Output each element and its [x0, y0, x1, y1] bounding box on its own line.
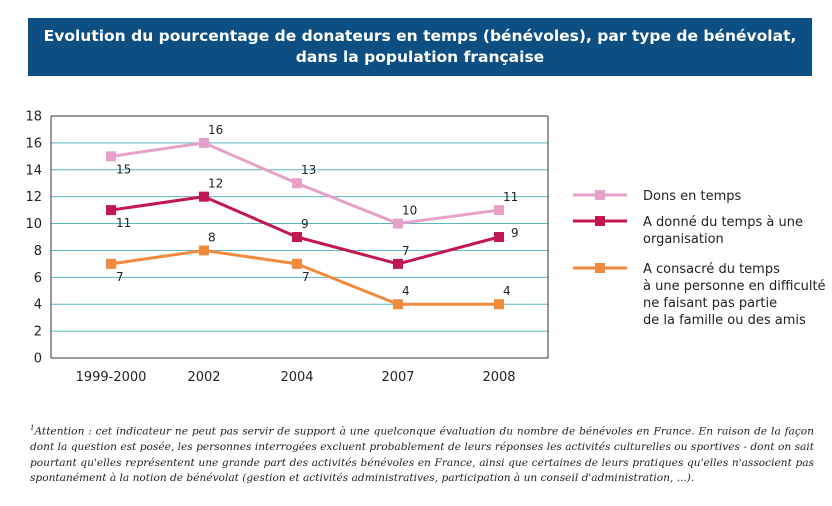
- x-tick-label: 2002: [187, 370, 220, 385]
- legend-label: A consacré du temps: [643, 262, 780, 277]
- data-label: 7: [116, 270, 124, 284]
- data-label: 10: [402, 204, 417, 218]
- data-point: [106, 205, 116, 216]
- data-point: [106, 258, 116, 269]
- data-point: [393, 258, 403, 269]
- y-tick-label: 12: [25, 190, 42, 205]
- x-tick-label: 2008: [482, 370, 515, 385]
- legend-label: ne faisant pas partie: [643, 296, 777, 311]
- line-chart: 0 2 4 6 8 10 12 14 16 18 1999-2000 2002 2004 2007 2008…: [25, 110, 826, 386]
- footnote-marker: 1: [30, 424, 35, 432]
- data-point: [199, 245, 209, 256]
- data-label: 16: [208, 123, 223, 137]
- chart-title-line2: dans la population française: [295, 48, 545, 66]
- y-tick-label: 8: [34, 244, 42, 259]
- legend-label: à une personne en difficulté: [643, 279, 826, 294]
- data-label: 13: [301, 163, 316, 177]
- y-tick-label: 6: [34, 271, 42, 286]
- data-label: 15: [116, 162, 131, 176]
- data-point: [199, 137, 209, 148]
- data-label: 9: [511, 226, 519, 240]
- x-tick-label: 2004: [280, 370, 313, 385]
- legend-label: organisation: [643, 232, 724, 247]
- chart-title-line1: Evolution du pourcentage de donateurs en…: [43, 27, 797, 45]
- data-point: [393, 299, 403, 310]
- y-tick-label: 2: [34, 325, 42, 340]
- data-label: 12: [208, 177, 223, 191]
- data-point: [292, 258, 302, 269]
- data-label: 4: [503, 284, 511, 298]
- y-tick-label: 18: [25, 110, 42, 125]
- data-label: 4: [402, 284, 410, 298]
- data-point: [292, 178, 302, 189]
- data-point: [494, 205, 504, 216]
- y-tick-label: 14: [25, 163, 42, 178]
- data-point: [292, 232, 302, 242]
- data-label: 11: [116, 216, 131, 230]
- legend-label: Dons en temps: [643, 189, 741, 204]
- footnote-text: Attention : cet indicateur ne peut pas s…: [30, 425, 814, 485]
- y-tick-label: 10: [25, 217, 42, 232]
- data-label: 7: [302, 270, 310, 284]
- data-point: [199, 191, 209, 202]
- legend-label: de la famille ou des amis: [643, 313, 806, 328]
- legend-marker: [595, 190, 605, 200]
- x-tick-label: 2007: [381, 370, 414, 385]
- legend-marker: [595, 263, 605, 273]
- legend-label: A donné du temps à une: [643, 215, 803, 230]
- legend-marker: [595, 216, 605, 226]
- chart-title-band: Evolution du pourcentage de donateurs en…: [28, 18, 812, 76]
- data-point: [494, 299, 504, 310]
- data-point: [393, 218, 403, 229]
- data-point: [494, 232, 504, 242]
- data-point: [106, 151, 116, 162]
- y-tick-label: 0: [34, 352, 42, 367]
- x-tick-label: 1999-2000: [76, 370, 147, 385]
- data-label: 11: [503, 190, 518, 204]
- data-label: 8: [208, 230, 216, 244]
- data-label: 7: [402, 244, 410, 258]
- y-tick-label: 16: [25, 136, 42, 151]
- data-label: 9: [301, 217, 309, 231]
- y-tick-label: 4: [34, 298, 42, 313]
- footnote: 1Attention : cet indicateur ne peut pas …: [30, 421, 814, 487]
